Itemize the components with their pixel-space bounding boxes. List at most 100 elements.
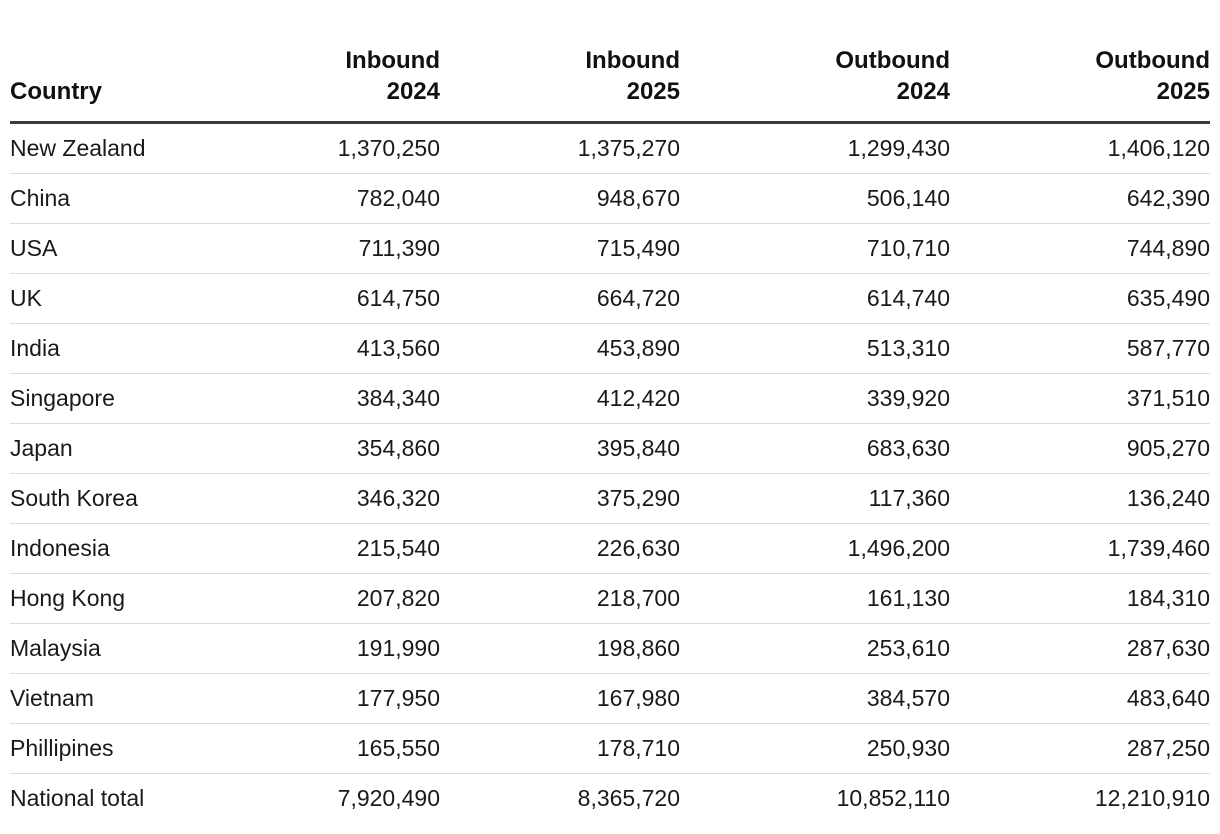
table-row: China 782,040 948,670 506,140 642,390 xyxy=(10,173,1210,225)
country-cell: South Korea xyxy=(10,473,200,525)
value-cell: 587,770 xyxy=(950,323,1210,375)
value-cell: 207,820 xyxy=(200,573,440,625)
value-cell: 117,360 xyxy=(680,473,950,525)
value-cell: 642,390 xyxy=(950,173,1210,225)
table-row: Malaysia 191,990 198,860 253,610 287,630 xyxy=(10,623,1210,675)
header-label: Outbound xyxy=(1095,47,1210,74)
country-cell: India xyxy=(10,323,200,375)
value-cell: 506,140 xyxy=(680,173,950,225)
value-cell: 10,852,110 xyxy=(836,785,950,812)
value-cell: 226,630 xyxy=(440,523,680,575)
table-row: South Korea 346,320 375,290 117,360 136,… xyxy=(10,473,1210,525)
value-cell: 744,890 xyxy=(950,223,1210,275)
column-header-inbound-2025: Inbound 2025 xyxy=(440,30,680,125)
value-cell: 453,890 xyxy=(440,323,680,375)
value-cell: 165,550 xyxy=(200,723,440,775)
value-cell: 905,270 xyxy=(950,423,1210,475)
country-cell: New Zealand xyxy=(10,122,200,175)
value-cell: 12,210,910 xyxy=(1094,785,1210,812)
country-travel-table: Country Inbound 2024 Inbound 2025 Outbou… xyxy=(10,30,1210,823)
value-cell: 395,840 xyxy=(440,423,680,475)
country-cell: Japan xyxy=(10,423,200,475)
header-row: Country Inbound 2024 Inbound 2025 Outbou… xyxy=(10,30,1210,125)
value-cell: 178,710 xyxy=(440,723,680,775)
header-label: Inbound xyxy=(585,47,680,74)
value-cell: 1,496,200 xyxy=(680,523,950,575)
value-cell: 7,920,490 xyxy=(337,785,440,812)
table-row: Hong Kong 207,820 218,700 161,130 184,31… xyxy=(10,573,1210,625)
header-label: Inbound xyxy=(345,47,440,74)
value-cell: 371,510 xyxy=(950,373,1210,425)
value-cell: 1,375,270 xyxy=(440,122,680,175)
value-cell: 384,570 xyxy=(680,673,950,725)
value-cell: 1,406,120 xyxy=(950,122,1210,175)
value-cell: 8,365,720 xyxy=(577,785,680,812)
table-body: New Zealand 1,370,250 1,375,270 1,299,43… xyxy=(10,122,1210,824)
value-cell: 614,750 xyxy=(200,273,440,325)
country-cell: Vietnam xyxy=(10,673,200,725)
value-cell: 715,490 xyxy=(440,223,680,275)
table-row: Singapore 384,340 412,420 339,920 371,51… xyxy=(10,373,1210,425)
country-cell: Malaysia xyxy=(10,623,200,675)
value-cell: 513,310 xyxy=(680,323,950,375)
value-cell: 161,130 xyxy=(680,573,950,625)
value-cell: 948,670 xyxy=(440,173,680,225)
table-row: USA 711,390 715,490 710,710 744,890 xyxy=(10,223,1210,275)
value-cell: 1,299,430 xyxy=(680,122,950,175)
table-row: Vietnam 177,950 167,980 384,570 483,640 xyxy=(10,673,1210,725)
value-cell: 287,630 xyxy=(950,623,1210,675)
country-cell: China xyxy=(10,173,200,225)
value-cell: 287,250 xyxy=(950,723,1210,775)
value-cell: 177,950 xyxy=(200,673,440,725)
value-cell: 710,710 xyxy=(680,223,950,275)
column-header-country: Country xyxy=(10,30,200,125)
value-cell: 412,420 xyxy=(440,373,680,425)
country-cell: Phillipines xyxy=(10,723,200,775)
value-cell: 683,630 xyxy=(680,423,950,475)
header-label: Outbound xyxy=(835,47,950,74)
value-cell: 664,720 xyxy=(440,273,680,325)
table-row: Phillipines 165,550 178,710 250,930 287,… xyxy=(10,723,1210,775)
value-cell: 711,390 xyxy=(200,223,440,275)
value-cell: 167,980 xyxy=(440,673,680,725)
value-cell: 782,040 xyxy=(200,173,440,225)
column-header-outbound-2025: Outbound 2025 xyxy=(950,30,1210,125)
header-label-year: 2025 xyxy=(1156,78,1210,106)
value-cell: 184,310 xyxy=(950,573,1210,625)
column-header-inbound-2024: Inbound 2024 xyxy=(200,30,440,125)
value-cell: 339,920 xyxy=(680,373,950,425)
value-cell: 198,860 xyxy=(440,623,680,675)
value-cell: 413,560 xyxy=(200,323,440,375)
table-row-national-total: National total 7,920,490 8,365,720 10,85… xyxy=(10,774,1210,824)
value-cell: 253,610 xyxy=(680,623,950,675)
value-cell: 250,930 xyxy=(680,723,950,775)
value-cell: 1,370,250 xyxy=(200,122,440,175)
country-cell: UK xyxy=(10,273,200,325)
value-cell: 483,640 xyxy=(950,673,1210,725)
country-cell: Indonesia xyxy=(10,523,200,575)
value-cell: 1,739,460 xyxy=(950,523,1210,575)
table-row: Japan 354,860 395,840 683,630 905,270 xyxy=(10,423,1210,475)
table-row: Indonesia 215,540 226,630 1,496,200 1,73… xyxy=(10,523,1210,575)
country-cell: National total xyxy=(10,785,145,812)
country-cell: Singapore xyxy=(10,373,200,425)
value-cell: 218,700 xyxy=(440,573,680,625)
value-cell: 191,990 xyxy=(200,623,440,675)
table-header: Country Inbound 2024 Inbound 2025 Outbou… xyxy=(10,30,1210,125)
country-cell: Hong Kong xyxy=(10,573,200,625)
value-cell: 215,540 xyxy=(200,523,440,575)
header-label-year: 2025 xyxy=(626,78,680,106)
table-row: New Zealand 1,370,250 1,375,270 1,299,43… xyxy=(10,122,1210,175)
header-label-year: 2024 xyxy=(896,78,950,106)
value-cell: 384,340 xyxy=(200,373,440,425)
value-cell: 375,290 xyxy=(440,473,680,525)
value-cell: 136,240 xyxy=(950,473,1210,525)
value-cell: 346,320 xyxy=(200,473,440,525)
country-cell: USA xyxy=(10,223,200,275)
value-cell: 635,490 xyxy=(950,273,1210,325)
value-cell: 614,740 xyxy=(680,273,950,325)
column-header-outbound-2024: Outbound 2024 xyxy=(680,30,950,125)
table-row: UK 614,750 664,720 614,740 635,490 xyxy=(10,273,1210,325)
header-label: Country xyxy=(10,78,102,106)
